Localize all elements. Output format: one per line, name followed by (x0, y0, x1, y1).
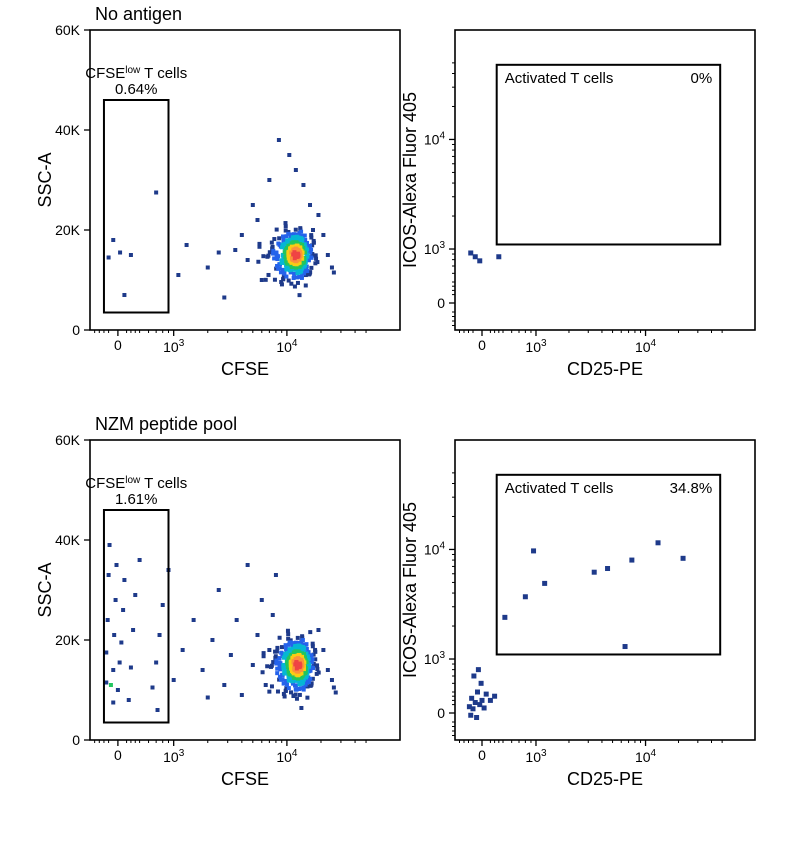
gate-pct: 34.8% (670, 480, 713, 497)
x-tick-label: 103 (163, 338, 185, 355)
x-tick-label: 104 (276, 748, 298, 765)
panel-nzm-cfse: NZM peptide pool SSC-A CFSE 0 20K 40K 60K 0 103 1… (35, 410, 410, 795)
x-tick-label: 0 (478, 747, 486, 763)
x-tick-label: 104 (635, 338, 657, 355)
y-tick-label: 40K (55, 122, 81, 138)
y-tick-label: 0 (72, 322, 80, 338)
panel-nzm-activation: ICOS-Alexa Fluor 405 CD25-PE 0 103 104 0 103 10… (400, 410, 765, 795)
y-tick-label: 60K (55, 22, 81, 38)
x-tick-label: 104 (635, 748, 657, 765)
y-tick-label: 104 (424, 540, 446, 557)
y-tick-label: 0 (437, 295, 445, 311)
x-tick-label: 0 (478, 337, 486, 353)
y-tick-label: 0 (437, 705, 445, 721)
x-tick-label: 103 (163, 748, 185, 765)
gate-label: CFSElow T cells (85, 65, 187, 82)
y-tick-label: 60K (55, 432, 81, 448)
gate-rect (104, 510, 169, 723)
gate-pct: 0% (691, 70, 713, 87)
gate-rect (497, 475, 720, 655)
y-tick-label: 20K (55, 632, 81, 648)
y-tick-label: 103 (424, 240, 446, 257)
x-axis-label: CFSE (221, 769, 269, 789)
data-points (107, 138, 336, 300)
panel-no-antigen-cfse: No antigen SSC-A CFSE 0 20K 40K 60K 0 103 104 CFSE… (35, 0, 410, 385)
flow-cytometry-figure: No antigen SSC-A CFSE 0 20K 40K 60K 0 103 104 CFSE… (0, 0, 800, 847)
y-tick-label: 103 (424, 650, 446, 667)
gate-pct: 0.64% (115, 81, 158, 98)
x-axis-label: CD25-PE (567, 769, 643, 789)
gate-label: CFSElow T cells (85, 475, 187, 492)
y-axis-label: ICOS-Alexa Fluor 405 (400, 92, 420, 268)
y-tick-label: 0 (72, 732, 80, 748)
gate-pct: 1.61% (115, 491, 158, 508)
panel-title: NZM peptide pool (95, 414, 237, 434)
y-axis-label: ICOS-Alexa Fluor 405 (400, 502, 420, 678)
x-tick-label: 103 (525, 748, 547, 765)
gate-label: Activated T cells (505, 480, 614, 497)
y-tick-label: 40K (55, 532, 81, 548)
panel-title: No antigen (95, 4, 182, 24)
y-axis-label: SSC-A (35, 152, 55, 207)
gate-rect (104, 100, 169, 313)
y-tick-label: 20K (55, 222, 81, 238)
gate-label: Activated T cells (505, 70, 614, 87)
gate-rect (497, 65, 720, 245)
x-tick-label: 0 (114, 747, 122, 763)
x-tick-label: 104 (276, 338, 298, 355)
x-axis-label: CFSE (221, 359, 269, 379)
data-points (468, 250, 501, 263)
data-points (467, 540, 686, 720)
data-points (104, 543, 337, 712)
x-tick-label: 0 (114, 337, 122, 353)
y-tick-label: 104 (424, 130, 446, 147)
y-axis-label: SSC-A (35, 562, 55, 617)
panel-no-antigen-activation: ICOS-Alexa Fluor 405 CD25-PE 0 103 104 0 103 10… (400, 0, 765, 385)
x-axis-label: CD25-PE (567, 359, 643, 379)
x-tick-label: 103 (525, 338, 547, 355)
